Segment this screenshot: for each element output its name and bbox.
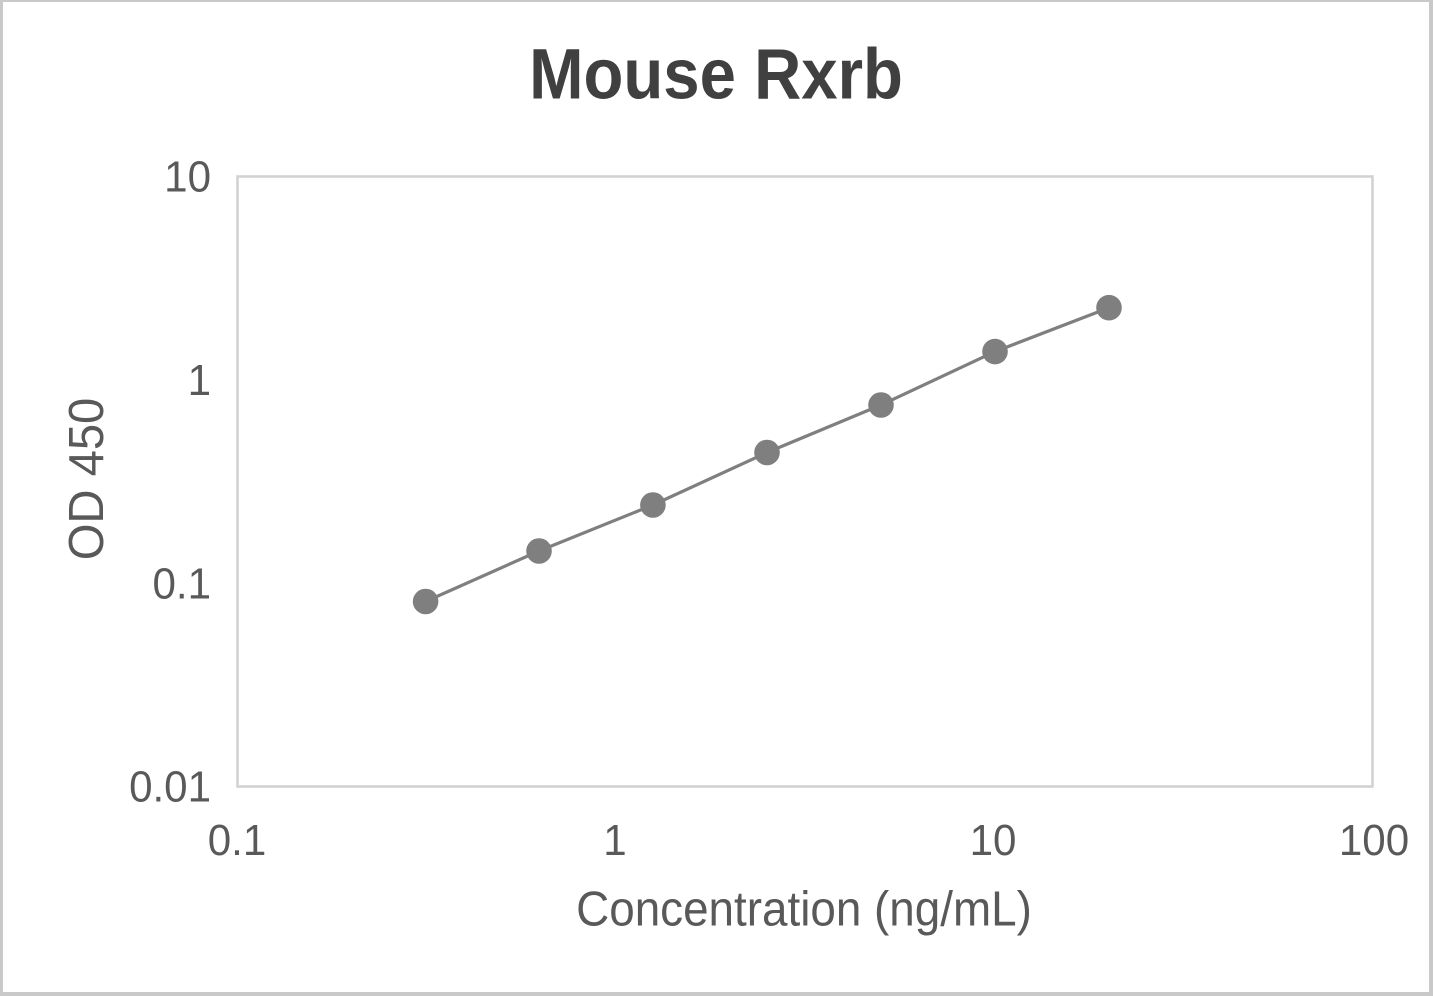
svg-text:Concentration (ng/mL): Concentration (ng/mL) <box>576 882 1032 937</box>
svg-text:0.1: 0.1 <box>152 560 211 609</box>
svg-text:Mouse Rxrb: Mouse Rxrb <box>529 35 903 114</box>
svg-text:1: 1 <box>188 356 211 405</box>
svg-text:0.1: 0.1 <box>208 816 267 865</box>
svg-text:10: 10 <box>970 816 1017 865</box>
svg-text:10: 10 <box>164 153 211 202</box>
svg-text:0.01: 0.01 <box>129 763 211 812</box>
svg-text:1: 1 <box>603 816 626 865</box>
svg-text:OD 450: OD 450 <box>59 398 114 561</box>
svg-text:100: 100 <box>1339 816 1409 865</box>
